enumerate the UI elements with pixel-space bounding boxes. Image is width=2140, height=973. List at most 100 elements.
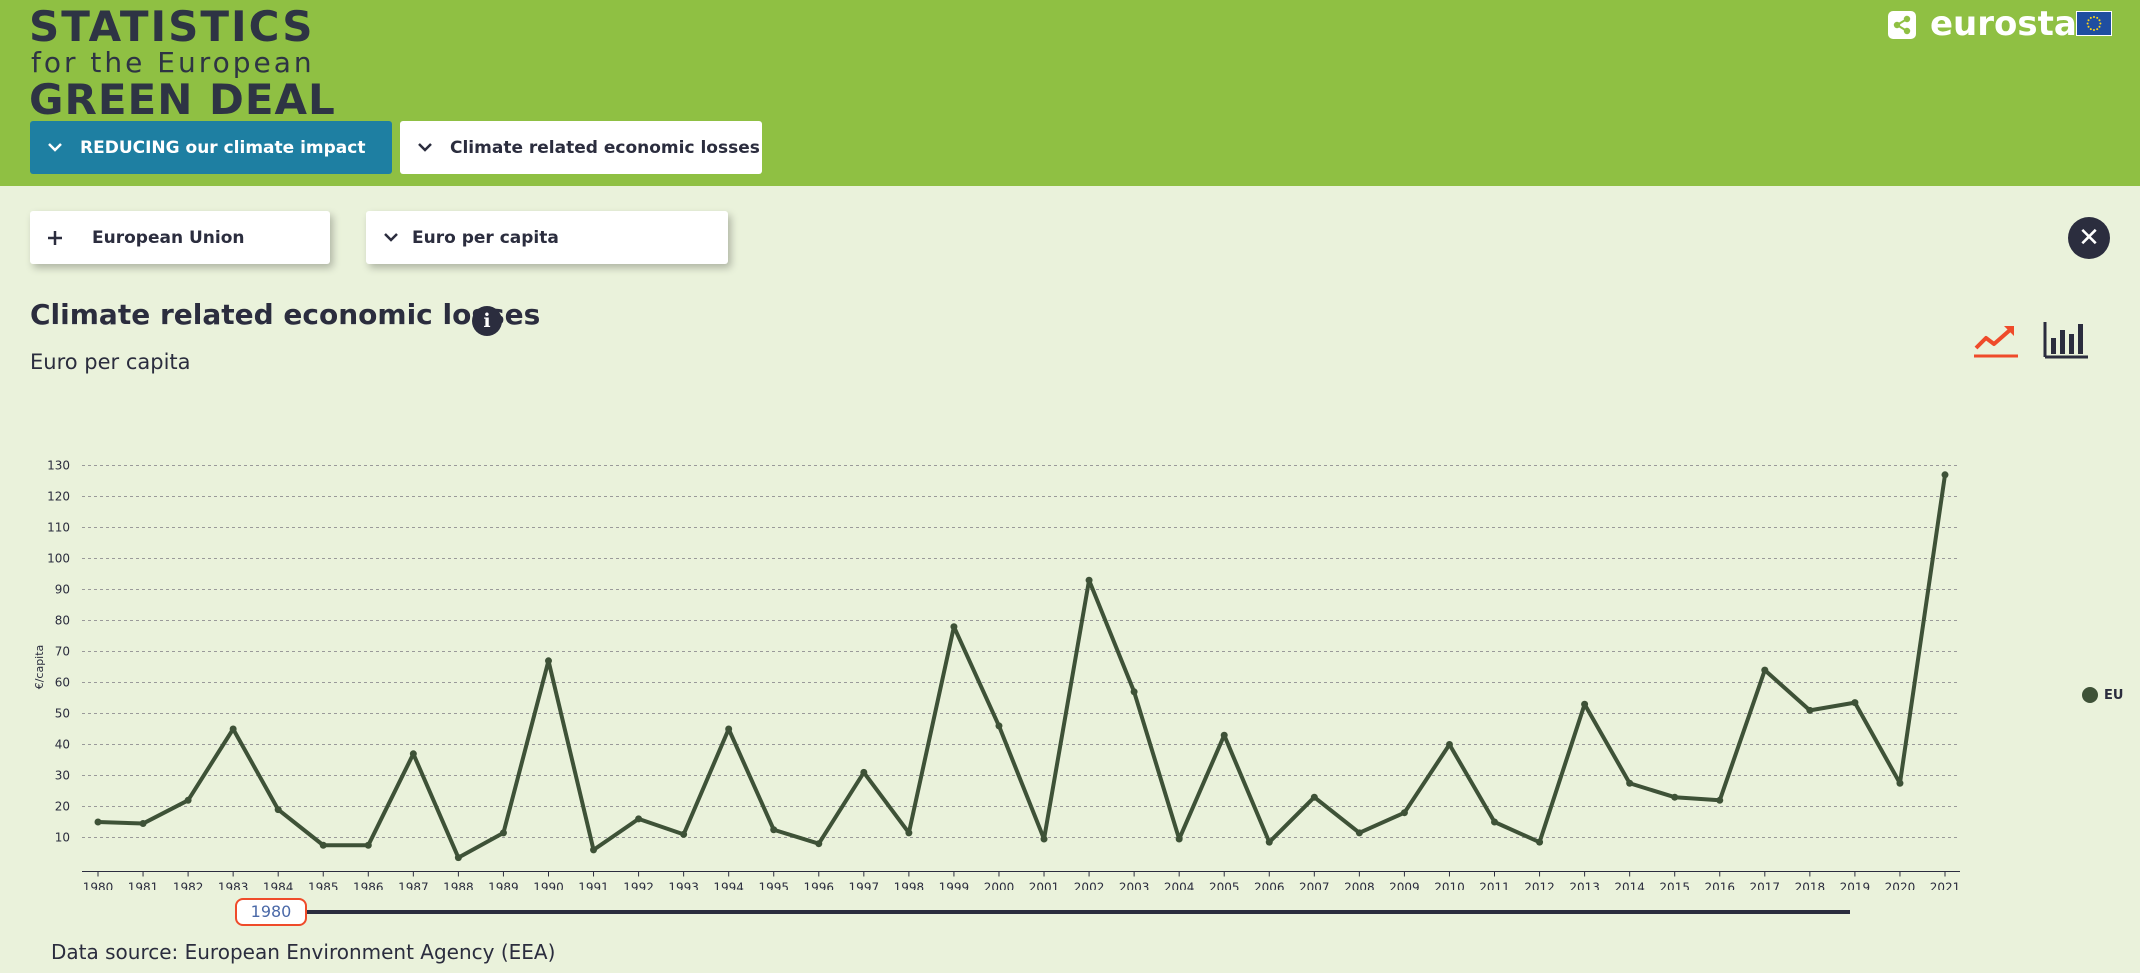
data-point [1716, 796, 1724, 804]
data-point [1130, 688, 1138, 696]
data-point [274, 806, 282, 814]
legend-label: EU [2104, 687, 2124, 703]
x-tick-label: 1986 [353, 881, 384, 891]
data-point [1581, 700, 1589, 708]
x-tick-label: 1981 [128, 881, 159, 891]
x-tick-label: 2007 [1299, 881, 1330, 891]
theme-dropdown[interactable]: REDUCING our climate impact [30, 121, 392, 174]
y-tick-label: 70 [55, 645, 70, 659]
data-point [1265, 838, 1273, 846]
data-point [1626, 779, 1634, 787]
x-tick-label: 2001 [1029, 881, 1060, 891]
y-tick-label: 100 [47, 552, 70, 566]
data-point [1851, 699, 1859, 707]
year-slider-track[interactable] [302, 910, 1850, 914]
data-point [364, 841, 372, 849]
y-tick-label: 30 [55, 769, 70, 783]
y-tick-label: 110 [47, 521, 70, 535]
data-point [409, 750, 417, 758]
x-tick-label: 2020 [1885, 881, 1916, 891]
x-tick-label: 1994 [713, 881, 744, 891]
legend-item-eu[interactable]: EU [2082, 687, 2123, 703]
chevron-down-icon [44, 138, 66, 158]
data-point [1761, 666, 1769, 674]
data-point [139, 820, 147, 828]
year-slider-handle[interactable]: 1980 [235, 898, 307, 926]
chevron-down-icon [414, 138, 436, 158]
chart-subtitle: Euro per capita [30, 350, 191, 374]
x-tick-label: 1991 [578, 881, 609, 891]
legend-marker [2082, 687, 2098, 703]
unit-selector[interactable]: Euro per capita [366, 211, 728, 264]
x-tick-label: 1993 [668, 881, 699, 891]
country-selector[interactable]: European Union [30, 211, 330, 264]
data-point [1536, 838, 1544, 846]
theme-dropdown-label: REDUCING our climate impact [80, 137, 366, 158]
data-point [950, 623, 958, 631]
y-tick-label: 60 [55, 676, 70, 690]
y-tick-label: 10 [55, 831, 70, 845]
line-chart-icon[interactable] [1972, 320, 2020, 360]
share-icon[interactable] [1888, 11, 1916, 39]
data-point [229, 725, 237, 733]
x-tick-label: 1995 [758, 881, 789, 891]
x-tick-label: 2008 [1344, 881, 1375, 891]
x-tick-label: 1985 [308, 881, 339, 891]
logo-line-3: GREEN DEAL [29, 75, 336, 124]
data-point [454, 854, 462, 862]
x-tick-label: 2014 [1614, 881, 1645, 891]
data-point [1310, 793, 1318, 801]
data-point [1220, 731, 1228, 739]
indicator-dropdown-label: Climate related economic losses [450, 137, 760, 158]
data-point [1400, 809, 1408, 817]
y-tick-label: 120 [47, 490, 70, 504]
logo-line-2: for the European [31, 46, 315, 79]
country-selector-label: European Union [92, 227, 245, 248]
data-point [1671, 793, 1679, 801]
plus-icon [44, 224, 66, 252]
data-point [499, 829, 507, 837]
data-point [905, 829, 913, 837]
line-chart: 10 20 30 40 50 60 70 80 90 100 110 120 130 1980 1981 19… [33, 459, 1960, 891]
x-tick-label: 1992 [623, 881, 654, 891]
x-tick-label: 2003 [1119, 881, 1150, 891]
data-point [1175, 835, 1183, 843]
x-tick-label: 2018 [1795, 881, 1826, 891]
x-tick-label: 2000 [984, 881, 1015, 891]
series-line-eu [97, 474, 1947, 860]
x-tick-label: 2006 [1254, 881, 1285, 891]
x-tick-label: 1990 [533, 881, 564, 891]
data-point [1491, 818, 1499, 826]
bar-chart-icon[interactable] [2042, 320, 2090, 360]
x-tick-label: 2012 [1524, 881, 1555, 891]
x-tick-label: 1980 [83, 881, 114, 891]
data-source: Data source: European Environment Agency… [51, 940, 556, 964]
x-tick-label: 1988 [443, 881, 474, 891]
y-tick-label: 80 [55, 614, 70, 628]
x-tick-label: 1984 [263, 881, 294, 891]
data-point [1896, 779, 1904, 787]
chart-title: Climate related economic losses [30, 298, 541, 331]
data-point [1806, 706, 1814, 714]
green-deal-logo[interactable]: STATISTICS for the European GREEN DEAL [29, 6, 336, 122]
data-point [319, 841, 327, 849]
info-icon[interactable]: i [472, 306, 502, 336]
eurostat-logo[interactable]: eurostat [1930, 4, 2094, 44]
close-icon[interactable]: ✕ [2068, 217, 2110, 259]
x-tick-label: 1982 [173, 881, 204, 891]
x-tick-label: 2010 [1434, 881, 1465, 891]
data-point [94, 818, 102, 826]
x-tick-label: 1989 [488, 881, 519, 891]
x-tick-label: 2019 [1840, 881, 1871, 891]
data-point [635, 815, 643, 823]
x-tick-label: 2016 [1704, 881, 1735, 891]
data-point [770, 826, 778, 834]
x-tick-label: 1998 [894, 881, 925, 891]
x-tick-label: 1999 [939, 881, 970, 891]
data-point [590, 846, 598, 854]
eu-flag-icon [2076, 11, 2112, 36]
data-point [1040, 835, 1048, 843]
x-tick-label: 2004 [1164, 881, 1195, 891]
x-tick-label: 2009 [1389, 881, 1420, 891]
indicator-dropdown[interactable]: Climate related economic losses [400, 121, 762, 174]
